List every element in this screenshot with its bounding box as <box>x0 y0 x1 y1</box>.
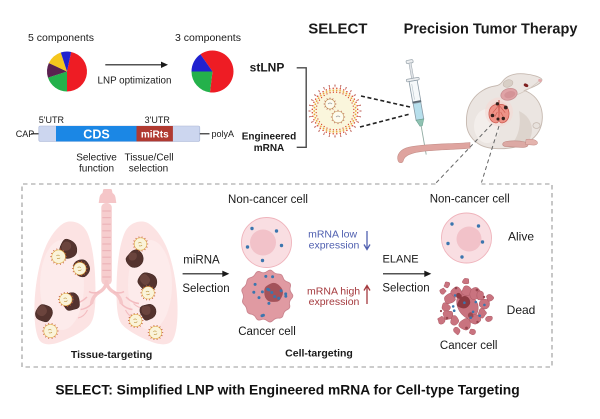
svg-text:Selective: Selective <box>76 153 117 164</box>
svg-text:stLNP: stLNP <box>250 61 285 75</box>
svg-text:Tissue/Cell: Tissue/Cell <box>124 153 173 164</box>
svg-text:selection: selection <box>129 164 168 175</box>
svg-text:Tissue-targeting: Tissue-targeting <box>71 349 153 361</box>
svg-text:5'UTR: 5'UTR <box>39 115 65 125</box>
svg-text:SELECT: Simplified LNP with En: SELECT: Simplified LNP with Engineered m… <box>55 383 519 398</box>
svg-text:expression: expression <box>309 240 360 252</box>
svg-text:Cell-targeting: Cell-targeting <box>285 348 353 360</box>
svg-text:miRts: miRts <box>141 130 169 141</box>
svg-text:Dead: Dead <box>507 303 536 317</box>
svg-text:Selection: Selection <box>382 283 429 295</box>
svg-text:polyA: polyA <box>212 129 235 139</box>
svg-text:mRNA high: mRNA high <box>307 286 360 298</box>
svg-text:expression: expression <box>309 296 360 308</box>
svg-text:5 components: 5 components <box>28 32 94 44</box>
svg-text:Cancer cell: Cancer cell <box>440 340 498 352</box>
svg-text:Engineered: Engineered <box>242 132 296 143</box>
svg-text:LNP optimization: LNP optimization <box>98 76 172 87</box>
svg-text:mRNA: mRNA <box>254 143 285 154</box>
svg-text:SELECT: SELECT <box>308 21 367 38</box>
svg-text:Non-cancer cell: Non-cancer cell <box>430 193 510 205</box>
svg-text:Non-cancer cell: Non-cancer cell <box>228 194 308 206</box>
svg-text:miRNA: miRNA <box>183 255 220 267</box>
svg-text:Cancer cell: Cancer cell <box>238 326 296 338</box>
svg-text:CAP: CAP <box>16 129 35 139</box>
svg-text:Alive: Alive <box>508 230 534 244</box>
svg-text:Precision Tumor Therapy: Precision Tumor Therapy <box>404 22 578 38</box>
svg-text:CDS: CDS <box>83 127 109 141</box>
svg-text:3'UTR: 3'UTR <box>145 115 171 125</box>
svg-text:Selection: Selection <box>182 283 229 295</box>
svg-text:ELANE: ELANE <box>383 254 419 266</box>
svg-text:function: function <box>79 164 114 175</box>
svg-text:3 components: 3 components <box>175 32 241 44</box>
svg-text:mRNA low: mRNA low <box>308 229 357 241</box>
